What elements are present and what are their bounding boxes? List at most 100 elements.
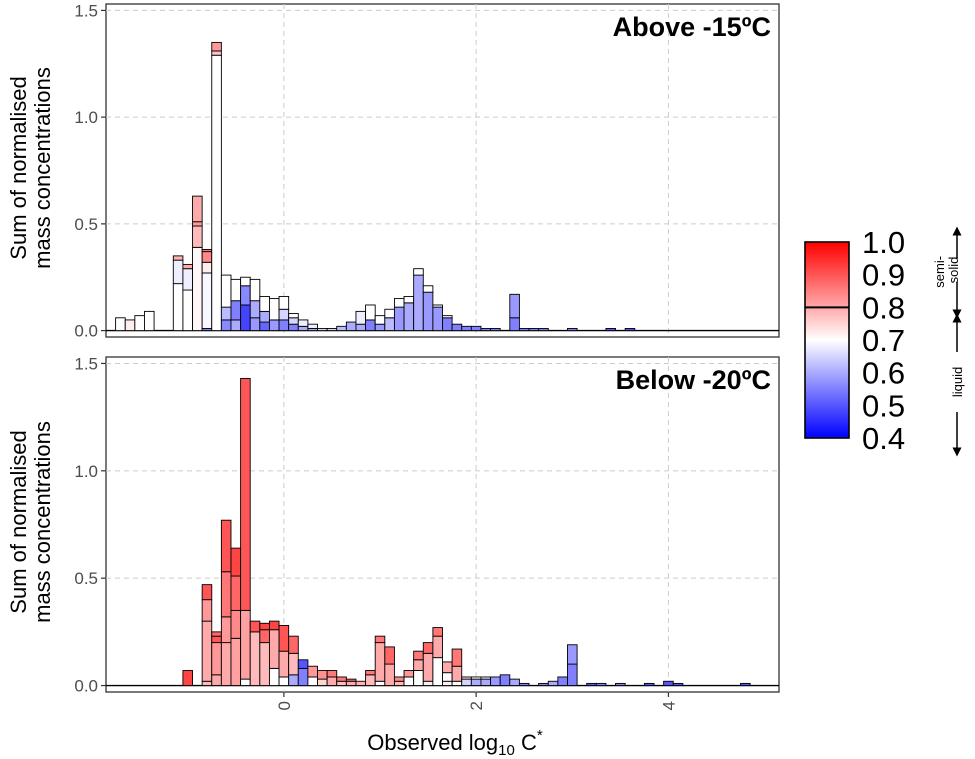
bar-segment <box>643 682 655 687</box>
bar-segment <box>230 278 242 302</box>
bar-segment <box>201 261 213 274</box>
bar-segment <box>451 323 463 332</box>
bar-segment <box>480 676 492 680</box>
bar-segment <box>374 680 386 687</box>
semi-solid-label: semi- solid <box>932 252 961 287</box>
bar-stack <box>307 323 318 332</box>
bar-stack <box>182 263 193 332</box>
y-axis-title-top: Sum of normalised mass concentrations <box>6 67 55 269</box>
bar-stack <box>567 328 578 332</box>
bar-stack <box>557 676 568 687</box>
bar-segment <box>345 321 357 332</box>
bar-stack <box>268 298 280 332</box>
bar-stack <box>192 195 203 332</box>
bar-stack <box>182 670 193 687</box>
bar-segment <box>403 302 415 332</box>
bar-segment <box>374 323 386 332</box>
bar-segment <box>393 306 405 332</box>
bar-segment <box>201 620 213 682</box>
bar-segment <box>345 678 357 682</box>
bar-segment <box>461 676 472 680</box>
bar-segment <box>538 682 549 687</box>
bar-segment <box>211 635 222 644</box>
bar-segment <box>124 319 136 332</box>
bar-segment <box>182 289 193 332</box>
y-tick-label: 1.5 <box>74 354 98 373</box>
y-tick-label: 0.0 <box>74 322 98 341</box>
bar-stack <box>663 680 674 687</box>
bar-segment <box>384 646 395 665</box>
bar-segment <box>278 308 290 321</box>
panel-below: 0.0 0.5 1.0 1.5 Below -20ºC <box>74 354 780 696</box>
bar-segment <box>567 328 578 332</box>
bar-segment <box>432 304 443 308</box>
bar-segment <box>240 285 251 306</box>
bar-segment <box>393 676 405 682</box>
y-axis-ticks: 0.0 0.5 1.0 1.5 <box>74 354 106 696</box>
bar-segment <box>172 255 184 261</box>
bar-segment <box>268 620 280 631</box>
bar-segment <box>144 310 155 332</box>
bar-segment <box>230 637 242 687</box>
semi-solid-label-line1: semi- <box>932 256 947 288</box>
bar-segment <box>403 670 415 678</box>
bar-segment <box>326 328 338 332</box>
bar-segment <box>538 328 549 332</box>
bar-segment <box>201 599 213 622</box>
bar-stack <box>432 304 443 332</box>
panel-title: Below -20ºC <box>616 365 771 395</box>
bar-stack <box>172 255 184 332</box>
bar-segment <box>297 319 309 327</box>
bar-segment <box>336 680 347 687</box>
bar-stack <box>393 298 405 332</box>
bar-segment <box>278 624 290 652</box>
bar-segment <box>288 313 299 319</box>
bar-segment <box>365 674 376 687</box>
bar-segment <box>259 310 270 323</box>
bar-segment <box>172 283 184 332</box>
bar-segment <box>288 317 299 325</box>
bar-segment <box>288 635 299 654</box>
bar-stack <box>326 670 338 687</box>
bar-segment <box>403 295 415 304</box>
bar-segment <box>220 319 232 332</box>
bar-stack-group <box>115 41 636 332</box>
bar-stack <box>201 584 213 687</box>
bar-segment <box>422 291 434 332</box>
bar-segment <box>288 674 299 687</box>
bar-segment <box>413 659 424 671</box>
bar-segment <box>422 680 434 687</box>
bar-stack <box>278 624 290 687</box>
bar-segment <box>259 642 270 687</box>
bar-segment <box>268 629 280 669</box>
bar-segment <box>461 678 472 687</box>
bar-stack <box>413 268 424 332</box>
bar-segment <box>192 246 203 332</box>
bar-segment <box>220 306 232 321</box>
bar-segment <box>172 259 184 285</box>
y-tick-label: 0.5 <box>74 569 98 588</box>
bar-stack <box>393 676 405 687</box>
bar-segment <box>240 276 251 287</box>
semi-solid-label-line2: solid <box>946 257 961 284</box>
bar-segment <box>268 667 280 687</box>
bar-segment <box>384 663 395 687</box>
bar-segment <box>567 644 578 665</box>
bar-segment <box>365 319 376 332</box>
bar-segment <box>336 676 347 682</box>
bar-segment <box>220 274 232 308</box>
bar-segment <box>355 680 367 687</box>
bar-segment <box>326 676 338 687</box>
bar-stack <box>518 682 530 687</box>
bar-segment <box>672 682 684 687</box>
bar-stack <box>490 676 501 687</box>
bar-segment <box>259 629 270 644</box>
bar-segment <box>624 328 636 332</box>
bar-segment <box>326 670 338 678</box>
bar-stack <box>220 519 232 687</box>
bar-segment <box>567 663 578 687</box>
bar-segment <box>249 631 261 687</box>
bar-stack <box>432 627 443 687</box>
bar-segment <box>470 678 482 687</box>
